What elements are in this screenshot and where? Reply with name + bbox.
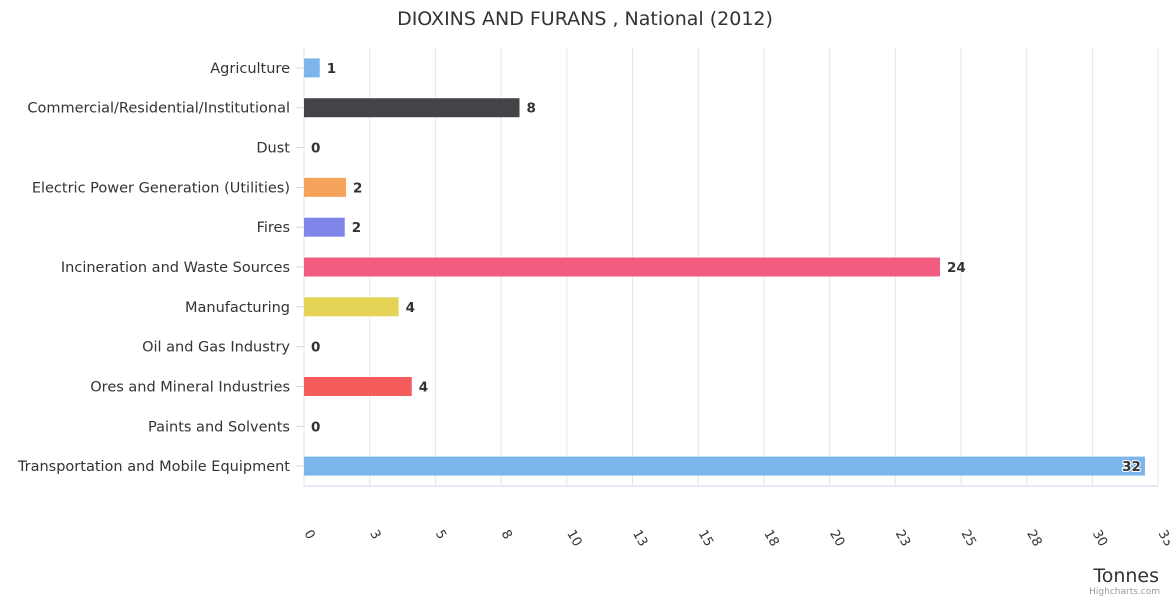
category-label: Manufacturing bbox=[185, 300, 290, 316]
tick-label: 33 bbox=[1155, 528, 1170, 550]
bar[interactable] bbox=[304, 376, 412, 396]
tick-label: 13 bbox=[629, 528, 650, 550]
data-label: 4 bbox=[419, 379, 428, 395]
category-label: Fires bbox=[257, 220, 290, 236]
category-label: Agriculture bbox=[210, 61, 290, 77]
value-axis-title: Tonnes bbox=[1092, 565, 1159, 587]
data-labels: 1 8 0 2 2 24 4 0 4 0 32 bbox=[311, 61, 1142, 476]
data-label: 24 bbox=[947, 260, 966, 276]
tick-label: 25 bbox=[958, 528, 979, 550]
category-label: Incineration and Waste Sources bbox=[61, 260, 290, 276]
data-label: 0 bbox=[311, 419, 320, 435]
tick-label: 28 bbox=[1023, 528, 1044, 550]
category-label: Commercial/Residential/Institutional bbox=[27, 101, 290, 117]
data-label: 2 bbox=[352, 220, 361, 236]
bar[interactable] bbox=[304, 177, 347, 197]
bar[interactable] bbox=[304, 58, 320, 78]
tick-label: 23 bbox=[892, 528, 913, 550]
category-label: Transportation and Mobile Equipment bbox=[17, 459, 290, 475]
bar[interactable] bbox=[304, 257, 940, 277]
tick-label: 0 bbox=[301, 528, 318, 543]
tick-labels: 0 3 5 8 10 13 15 18 20 23 25 28 30 33 bbox=[301, 528, 1170, 550]
tick-label: 5 bbox=[432, 528, 449, 543]
bar[interactable] bbox=[304, 456, 1145, 476]
tick-label: 10 bbox=[563, 528, 584, 550]
credits-link[interactable]: Highcharts.com bbox=[1089, 587, 1160, 597]
category-label: Paints and Solvents bbox=[148, 419, 290, 435]
chart-title: DIOXINS AND FURANS , National (2012) bbox=[397, 8, 773, 30]
category-labels: Agriculture Commercial/Residential/Instit… bbox=[17, 61, 304, 475]
category-label: Oil and Gas Industry bbox=[142, 340, 290, 356]
data-label: 4 bbox=[406, 300, 415, 316]
data-label: 8 bbox=[526, 101, 535, 117]
bar[interactable] bbox=[304, 98, 520, 118]
tick-label: 15 bbox=[695, 528, 716, 550]
data-label: 1 bbox=[327, 61, 336, 77]
tick-label: 18 bbox=[760, 528, 781, 550]
bars bbox=[304, 58, 1145, 476]
tick-label: 3 bbox=[366, 528, 383, 543]
bar[interactable] bbox=[304, 297, 399, 317]
category-label: Ores and Mineral Industries bbox=[90, 379, 290, 395]
category-label: Dust bbox=[256, 141, 290, 157]
category-label: Electric Power Generation (Utilities) bbox=[32, 180, 290, 196]
data-label: 0 bbox=[311, 141, 320, 157]
tick-label: 20 bbox=[826, 528, 847, 550]
data-label: 32 bbox=[1122, 459, 1141, 475]
data-label: 0 bbox=[311, 340, 320, 356]
data-label: 2 bbox=[353, 180, 362, 196]
tick-label: 30 bbox=[1089, 528, 1110, 550]
bar[interactable] bbox=[304, 217, 345, 237]
tick-label: 8 bbox=[498, 528, 515, 543]
